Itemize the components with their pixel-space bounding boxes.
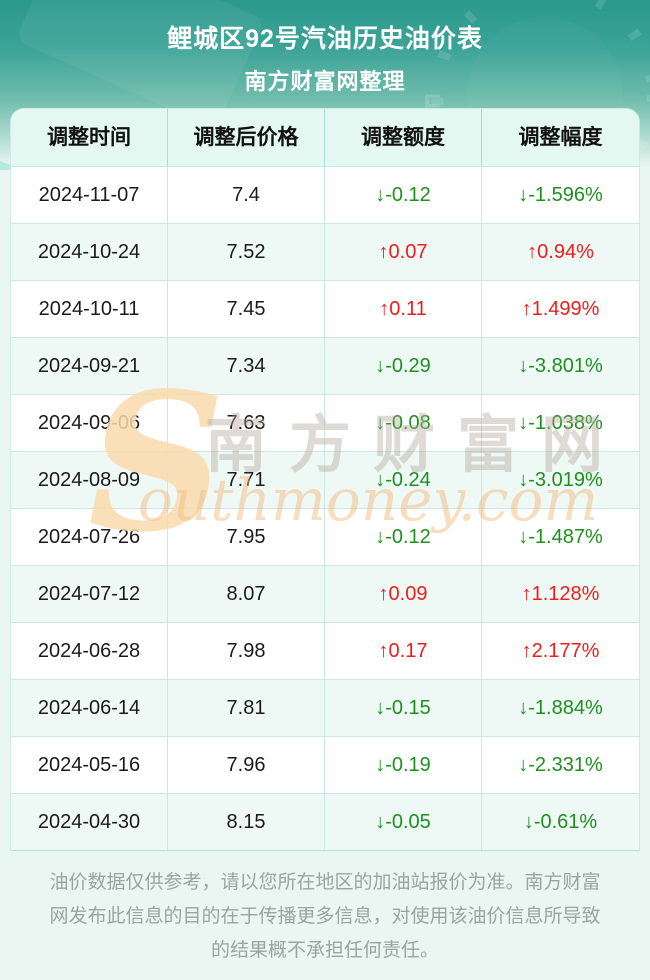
table-row: 2024-04-30 8.15 ↓-0.05 ↓-0.61%: [11, 793, 639, 850]
cell-change-amount: ↑0.09: [325, 566, 482, 622]
cell-date: 2024-06-14: [11, 680, 168, 736]
cell-change-percent: ↑1.128%: [521, 583, 600, 605]
table-row: 2024-08-09 7.71 ↓-0.24 ↓-3.019%: [11, 451, 639, 508]
cell-change-amount: ↓-0.19: [325, 737, 482, 793]
cell-change-amount: ↑0.11: [325, 281, 482, 337]
cell-change-amount: ↓-0.24: [325, 452, 482, 508]
cell-price: 7.45: [168, 281, 325, 337]
cell-price: 7.96: [168, 737, 325, 793]
disclaimer-text: 油价数据仅供参考，请以您所在地区的加油站报价为准。南方财富网发布此信息的目的在于…: [49, 872, 601, 962]
cell-date: 2024-06-28: [11, 623, 168, 679]
cell-change-percent: ↓-2.331%: [518, 754, 603, 776]
cell-price: 7.95: [168, 509, 325, 565]
cell-change-percent: ↓-1.038%: [518, 412, 603, 434]
cell-date: 2024-11-07: [11, 167, 168, 223]
cell-price: 7.34: [168, 338, 325, 394]
cell-price: 7.71: [168, 452, 325, 508]
cell-change-percent: ↓-1.596%: [518, 184, 603, 206]
cell-price: 7.81: [168, 680, 325, 736]
cell-date: 2024-04-30: [11, 794, 168, 850]
cell-price: 7.63: [168, 395, 325, 451]
cell-price: 8.15: [168, 794, 325, 850]
cell-date: 2024-07-12: [11, 566, 168, 622]
column-header-percent: 调整幅度: [518, 126, 603, 149]
table-row: 2024-06-14 7.81 ↓-0.15 ↓-1.884%: [11, 679, 639, 736]
price-table: 调整时间 调整后价格 调整额度 调整幅度 2024-11-07 7.4 ↓-0.…: [10, 108, 640, 851]
cell-date: 2024-08-09: [11, 452, 168, 508]
column-header-change: 调整额度: [325, 109, 482, 166]
page-title: 鲤城区92号汽油历史油价表: [167, 25, 483, 53]
cell-change-percent: ↓-3.019%: [518, 469, 603, 491]
cell-change-amount: ↑0.17: [325, 623, 482, 679]
table-row: 2024-05-16 7.96 ↓-0.19 ↓-2.331%: [11, 736, 639, 793]
cell-price: 8.07: [168, 566, 325, 622]
table-row: 2024-09-06 7.63 ↓-0.08 ↓-1.038%: [11, 394, 639, 451]
cell-date: 2024-10-11: [11, 281, 168, 337]
column-header-date: 调整时间: [11, 109, 168, 166]
cell-change-amount: ↓-0.15: [325, 680, 482, 736]
cell-change-percent: ↑1.499%: [521, 298, 600, 320]
table-row: 2024-07-12 8.07 ↑0.09 ↑1.128%: [11, 565, 639, 622]
cell-change-amount: ↑0.07: [325, 224, 482, 280]
table-row: 2024-06-28 7.98 ↑0.17 ↑2.177%: [11, 622, 639, 679]
table-row: 2024-10-24 7.52 ↑0.07 ↑0.94%: [11, 223, 639, 280]
table-row: 2024-10-11 7.45 ↑0.11 ↑1.499%: [11, 280, 639, 337]
page-subtitle: 南方财富网整理: [244, 69, 406, 94]
cell-change-amount: ↓-0.12: [325, 509, 482, 565]
cell-change-percent: ↓-3.801%: [518, 355, 603, 377]
table-row: 2024-11-07 7.4 ↓-0.12 ↓-1.596%: [11, 166, 639, 223]
cell-change-amount: ↓-0.05: [325, 794, 482, 850]
cell-date: 2024-09-21: [11, 338, 168, 394]
cell-change-amount: ↓-0.12: [325, 167, 482, 223]
table-body: 2024-11-07 7.4 ↓-0.12 ↓-1.596% 2024-10-2…: [11, 166, 639, 850]
cell-date: 2024-05-16: [11, 737, 168, 793]
cell-date: 2024-09-06: [11, 395, 168, 451]
table-row: 2024-07-26 7.95 ↓-0.12 ↓-1.487%: [11, 508, 639, 565]
cell-change-percent: ↑0.94%: [527, 241, 594, 263]
cell-date: 2024-10-24: [11, 224, 168, 280]
header-text-block: 鲤城区92号汽油历史油价表 南方财富网整理: [0, 19, 650, 96]
cell-change-percent: ↓-0.61%: [523, 811, 598, 833]
table-header-row: 调整时间 调整后价格 调整额度 调整幅度: [11, 109, 639, 166]
cell-price: 7.98: [168, 623, 325, 679]
cell-date: 2024-07-26: [11, 509, 168, 565]
column-header-price: 调整后价格: [168, 109, 325, 166]
cell-change-percent: ↓-1.884%: [518, 697, 603, 719]
cell-change-percent: ↑2.177%: [521, 640, 600, 662]
cell-change-amount: ↓-0.29: [325, 338, 482, 394]
cell-price: 7.52: [168, 224, 325, 280]
cell-change-amount: ↓-0.08: [325, 395, 482, 451]
table-row: 2024-09-21 7.34 ↓-0.29 ↓-3.801%: [11, 337, 639, 394]
cell-change-percent: ↓-1.487%: [518, 526, 603, 548]
cell-price: 7.4: [168, 167, 325, 223]
